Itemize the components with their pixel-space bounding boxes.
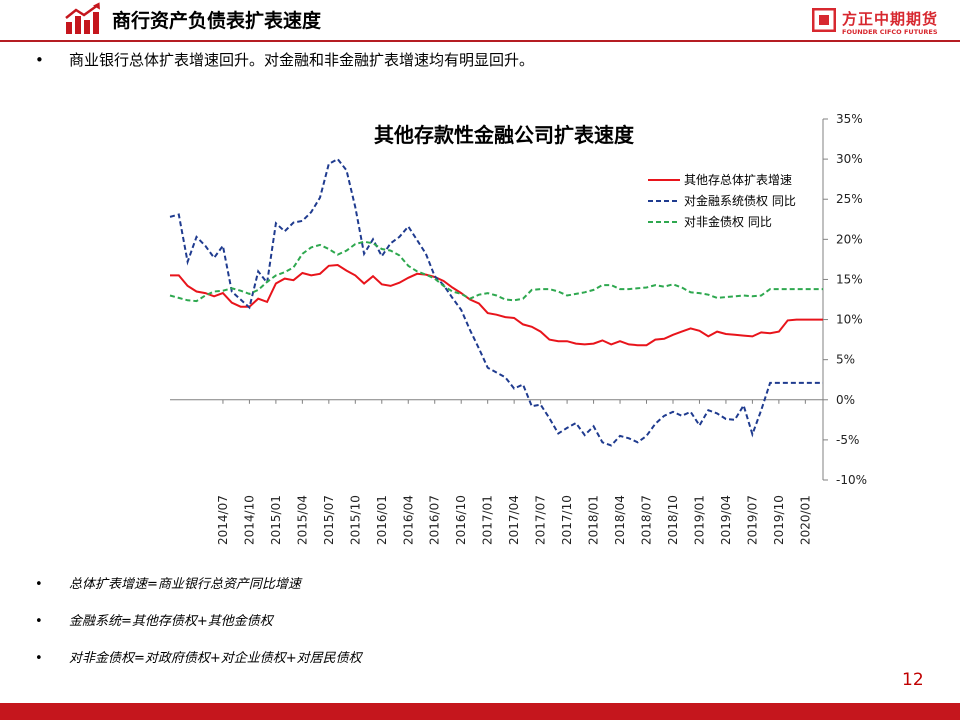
bullet-dot: • [35,577,43,592]
x-tick-label: 2017/01 [481,495,495,545]
footer-bar [0,703,960,720]
bullet-dot: • [35,614,43,629]
summary-text: 商业银行总体扩表增速回升。对金融和非金融扩表增速均有明显回升。 [69,51,535,69]
series-line-2 [169,157,823,447]
x-tick-label: 2017/10 [560,495,574,545]
bullet-dot: • [35,51,44,69]
y-tick-label: 35% [836,112,863,126]
company-logo: 方正中期期货 FOUNDER CIFCO FUTURES [812,8,952,38]
logo-english-text: FOUNDER CIFCO FUTURES [842,28,938,36]
x-tick-label: 2018/04 [613,495,627,545]
founder-logo-icon [812,8,836,32]
page-number: 12 [902,670,924,690]
x-tick-label: 2020/01 [798,495,812,545]
bullet-dot: • [35,651,43,666]
y-tick-label: 10% [836,313,863,327]
x-tick-label: 2019/10 [772,495,786,545]
logo-chinese-text: 方正中期期货 [842,10,939,28]
note-text-total: 总体扩表增速=商业银行总资产同比增速 [69,577,301,592]
expansion-speed-chart: 其他存款性金融公司扩表速度 -10% -5% 0% 5% 10% 15% 20% 25% 30%… [169,112,867,545]
x-tick-label: 2019/04 [719,495,733,545]
page-title: 商行资产负债表扩表速度 [112,10,322,32]
legend-label-3: 对非金债权 同比 [684,214,772,229]
y-tick-label: 25% [836,192,863,206]
x-tick-label: 2015/01 [269,495,283,545]
x-tick-label: 2017/04 [507,495,521,545]
x-tick-label: 2015/07 [322,495,336,545]
note-text-financial: 金融系统=其他存债权+其他金债权 [69,614,273,629]
legend-label-1: 其他存总体扩表增速 [684,173,792,187]
y-tick-label: 0% [836,393,855,407]
y-tick-label: 20% [836,232,863,246]
x-tick-label: 2015/04 [295,495,309,545]
x-tick-label: 2016/04 [401,495,415,545]
y-tick-label: -10% [836,473,867,487]
chart-title: 其他存款性金融公司扩表速度 [374,123,635,147]
x-tick-label: 2016/01 [375,495,389,545]
header-divider [0,40,960,42]
x-tick-label: 2016/07 [428,495,442,545]
y-tick-label: -5% [836,433,859,447]
x-tick-label: 2014/07 [216,495,230,545]
chart-series [169,157,823,447]
legend-label-2: 对金融系统债权 同比 [684,193,796,208]
x-tick-label: 2018/01 [587,495,601,545]
x-tick-label: 2014/10 [242,495,256,545]
y-tick-label: 30% [836,152,863,166]
y-tick-label: 5% [836,353,855,367]
y-tick-label: 15% [836,272,863,286]
series-line-3 [169,240,823,303]
chart-axes: -10% -5% 0% 5% 10% 15% 20% 25% 30% 35% 2014/07 2014… [170,112,867,545]
x-tick-label: 2015/10 [348,495,362,545]
note-text-nonfinancial: 对非金债权=对政府债权+对企业债权+对居民债权 [69,651,362,666]
series-line-1 [170,263,823,347]
x-tick-label: 2019/07 [745,495,759,545]
x-tick-label: 2019/01 [692,495,706,545]
growth-chart-icon [65,2,100,34]
x-tick-label: 2017/07 [534,495,548,545]
x-tick-label: 2018/10 [666,495,680,545]
x-tick-label: 2016/10 [454,495,468,545]
x-tick-label: 2018/07 [640,495,654,545]
